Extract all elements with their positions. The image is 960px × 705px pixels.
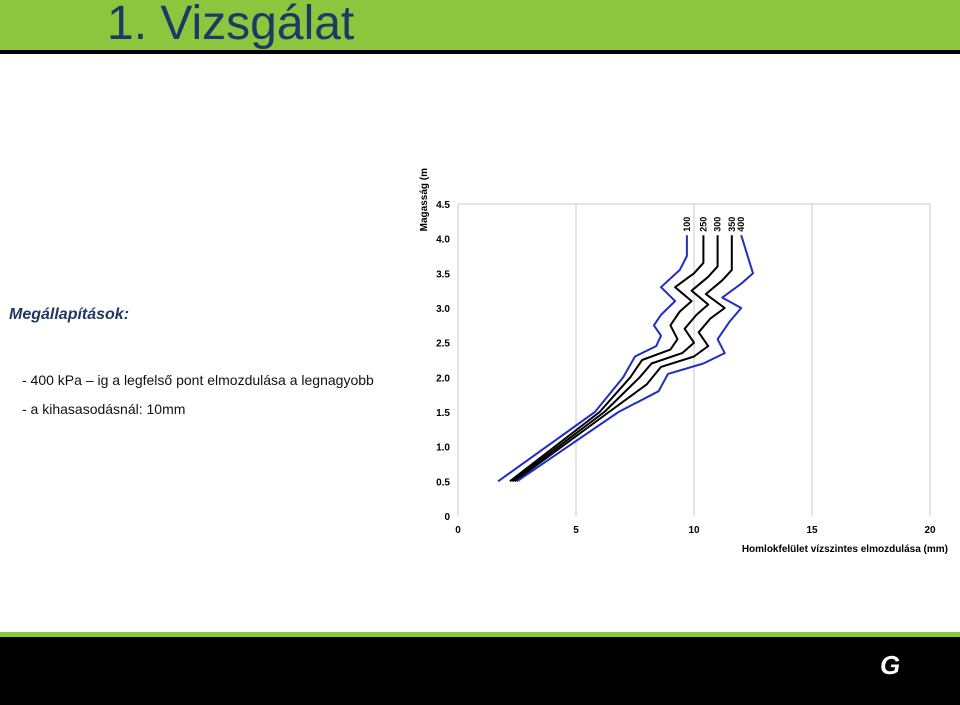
y-tick-label: 1.0 [436,443,450,454]
series-label-100: 100 [682,217,692,232]
x-tick-label: 10 [688,525,700,536]
series-label-400: 400 [736,217,746,232]
company-logo: G [880,650,960,695]
logo-wordmark: G [880,650,902,680]
y-tick-label: 2.0 [436,373,450,384]
y-tick-label: 0.5 [436,477,450,488]
series-line-350 [514,235,733,483]
y-tick-label: 3.5 [436,269,450,280]
page-title: 1. Vizsgálat [107,0,355,50]
title-bar: 1. Vizsgálat [0,0,960,50]
y-tick-label: 4.0 [436,235,450,246]
series-line-250 [509,235,705,483]
x-tick-label: 20 [924,525,936,536]
finding-bullet-2: - a kihasasodásnál: 10mm [22,401,186,417]
footer-accent-bar [0,632,960,637]
x-axis-label: Homlokfelület vízszintes elmozdulása (mm… [742,544,948,555]
findings-heading: Megállapítások: [9,306,130,323]
y-tick-label: 0 [444,512,450,523]
series-label-350: 350 [727,217,737,232]
footer [0,637,960,705]
finding-bullet-1: - 400 kPa – ig a legfelső pont elmozdulá… [22,372,374,388]
y-tick-label: 3.0 [436,304,450,315]
series-line-300 [511,235,719,483]
series-line-400 [516,234,754,483]
series-label-300: 300 [713,217,723,232]
x-tick-label: 5 [573,525,579,536]
x-tick-label: 0 [455,525,461,536]
y-axis-label: Magasság (m) [419,168,430,231]
x-tick-label: 15 [806,525,818,536]
y-tick-label: 1.5 [436,408,450,419]
series-label-250: 250 [698,217,708,232]
title-divider [0,50,960,54]
displacement-chart: 0 5 10 15 20 0 0.5 1.0 1.5 2.0 2.5 3.0 3.5 4.0 4.5 Maga… [419,168,948,555]
y-tick-label: 2.5 [436,339,450,350]
y-tick-label: 4.5 [436,200,450,211]
series-line-100 [497,235,688,483]
